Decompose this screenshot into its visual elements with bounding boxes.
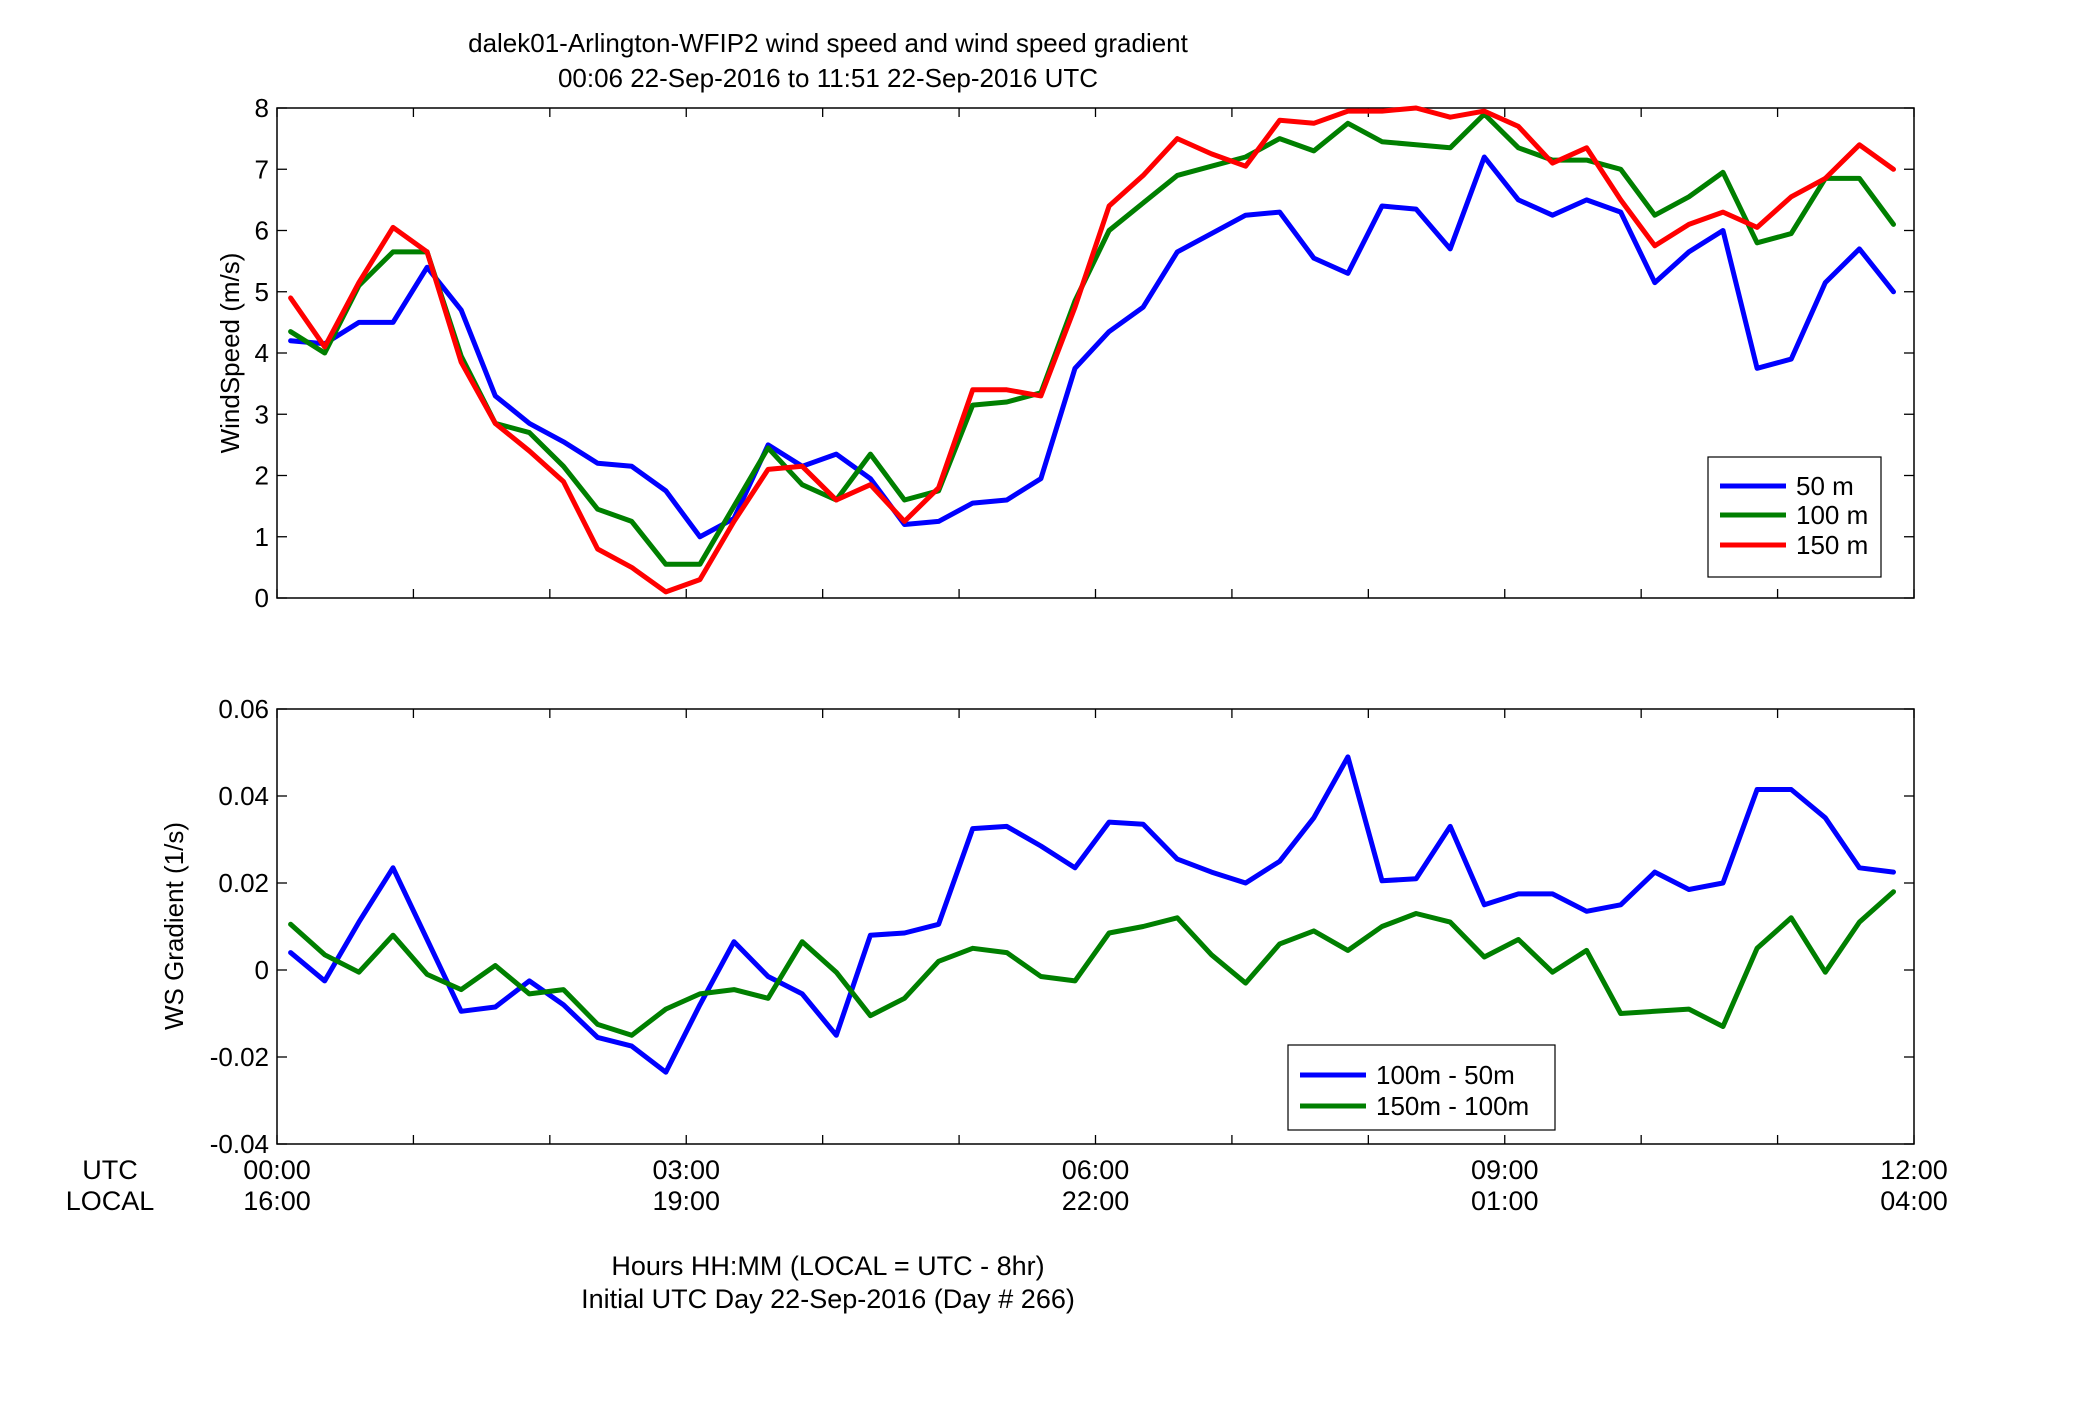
x-tick-label-local: 16:00	[243, 1186, 311, 1216]
series-line-150m-100m	[288, 889, 1896, 1038]
legend-label: 100m - 50m	[1376, 1060, 1515, 1090]
windspeed-y-axis-label: WindSpeed (m/s)	[215, 253, 245, 454]
x-tick-label-utc: 09:00	[1471, 1155, 1539, 1185]
legend-label: 100 m	[1796, 500, 1868, 530]
x-tick-label-utc: 12:00	[1880, 1155, 1948, 1185]
x-tick-label-utc: 06:00	[1062, 1155, 1130, 1185]
x-tick-label-utc: 03:00	[652, 1155, 720, 1185]
series-line-100m	[288, 111, 1896, 567]
series-line-150m	[288, 105, 1896, 595]
y-tick-label: 0.06	[218, 694, 269, 724]
legend-label: 50 m	[1796, 471, 1854, 501]
chart-title-line1: dalek01-Arlington-WFIP2 wind speed and w…	[468, 28, 1189, 58]
gradient-legend-box	[1287, 1044, 1556, 1131]
x-tick-label-local: 19:00	[652, 1186, 720, 1216]
x-axis-label-line1: Hours HH:MM (LOCAL = UTC - 8hr)	[611, 1251, 1044, 1281]
y-tick-label: 5	[255, 277, 269, 307]
chart-title-line2: 00:06 22-Sep-2016 to 11:51 22-Sep-2016 U…	[558, 63, 1098, 93]
y-tick-label: 1	[255, 522, 269, 552]
utc-row-label: UTC	[82, 1155, 138, 1185]
y-tick-label: 0.04	[218, 781, 269, 811]
y-tick-label: 8	[255, 93, 269, 123]
gradient-y-axis-label: WS Gradient (1/s)	[159, 822, 189, 1030]
x-tick-label-local: 01:00	[1471, 1186, 1539, 1216]
series-line-50m	[288, 154, 1896, 540]
local-tick-labels: 16:00 19:00 22:00 01:00 04:00	[243, 1186, 1948, 1216]
legend-label: 150 m	[1796, 530, 1868, 560]
y-tick-label: 0	[255, 583, 269, 613]
x-axis-label-line2: Initial UTC Day 22-Sep-2016 (Day # 266)	[581, 1284, 1075, 1314]
utc-tick-labels: 00:00 03:00 06:00 09:00 12:00	[243, 1155, 1948, 1185]
y-tick-label: 6	[255, 216, 269, 246]
x-tick-label-local: 04:00	[1880, 1186, 1948, 1216]
y-tick-label: 0	[255, 955, 269, 985]
y-tick-label: 3	[255, 399, 269, 429]
y-tick-label: -0.04	[210, 1129, 269, 1159]
x-tick-label-local: 22:00	[1062, 1186, 1130, 1216]
y-tick-label: 7	[255, 154, 269, 184]
y-tick-label: 2	[255, 461, 269, 491]
x-tick-label-utc: 00:00	[243, 1155, 311, 1185]
series-line-100m-50m	[288, 754, 1896, 1075]
y-tick-label: 4	[255, 338, 269, 368]
gradient-panel: -0.04 -0.02 0 0.02 0.04 0.06 WS Gradient (1/s…	[159, 694, 1915, 1159]
legend-label: 150m - 100m	[1376, 1091, 1529, 1121]
windspeed-axes-box	[276, 107, 1915, 599]
local-row-label: LOCAL	[66, 1186, 155, 1216]
y-tick-label: -0.02	[210, 1042, 269, 1072]
gradient-axes-box	[276, 708, 1915, 1145]
y-tick-label: 0.02	[218, 868, 269, 898]
